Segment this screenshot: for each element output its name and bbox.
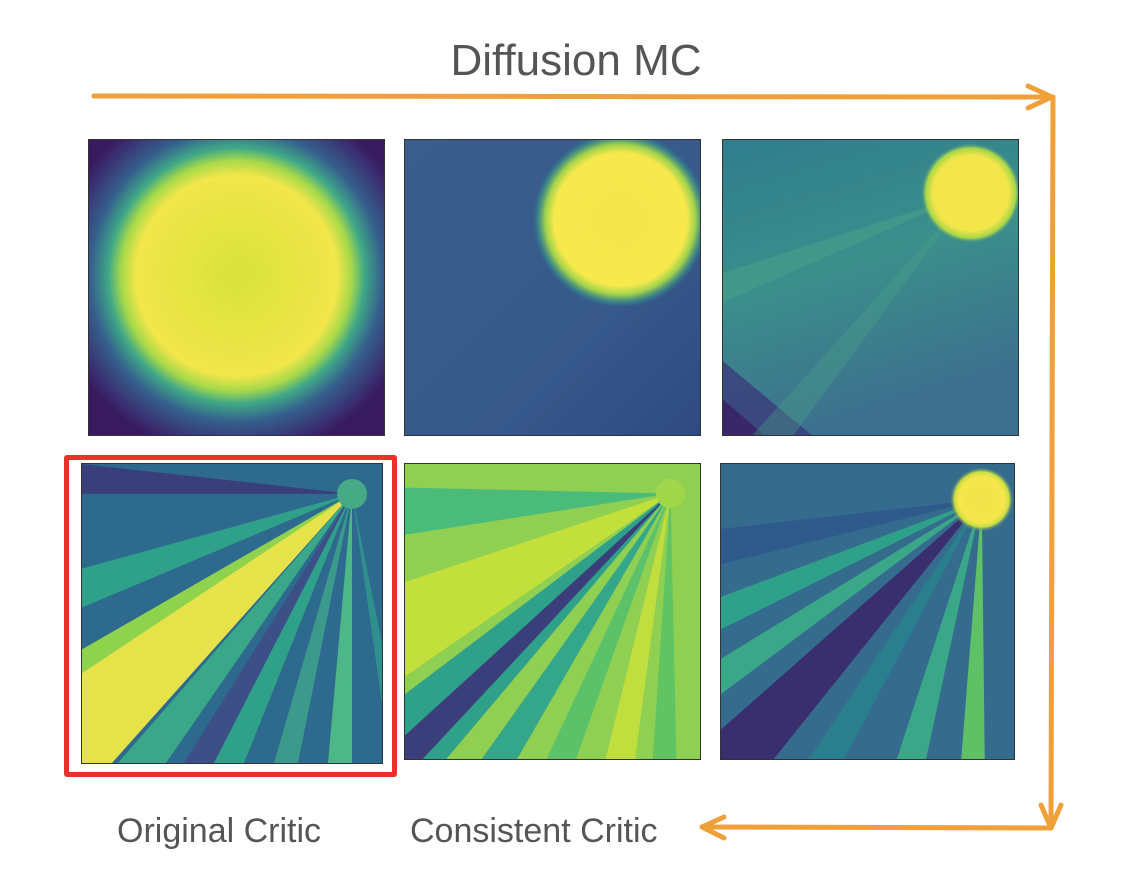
right-arrow-line (1048, 94, 1056, 831)
heatmap-panel-r1c3 (722, 139, 1019, 436)
bottom-arrow-head (699, 814, 727, 841)
heatmap-panel-r1c2 (404, 139, 701, 436)
diagram-title: Diffusion MC (450, 36, 702, 85)
bottom-arrow-line (699, 824, 1054, 831)
consistent-critic-label: Consistent Critic (410, 812, 658, 850)
heatmap-panel-r2c3 (720, 463, 1015, 760)
top-arrow-head (1025, 83, 1055, 111)
heatmap-panel-r1c1 (88, 139, 385, 436)
heatmap-panel-r2c1 (81, 463, 383, 764)
original-critic-highlight-box (64, 455, 397, 777)
top-arrow-line (91, 93, 1055, 100)
original-critic-label: Original Critic (117, 812, 322, 850)
right-arrow-head (1038, 802, 1064, 831)
heatmap-panel-r2c2 (404, 463, 701, 760)
